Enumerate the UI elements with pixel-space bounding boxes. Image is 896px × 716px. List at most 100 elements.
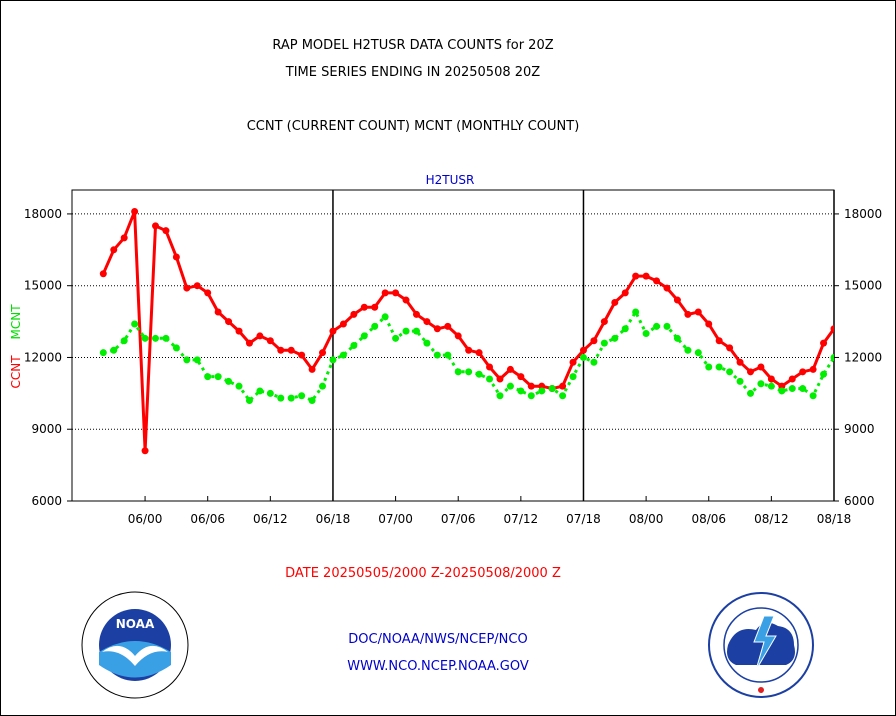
date-range: DATE 20250505/2000 Z-20250508/2000 Z <box>285 566 561 581</box>
data-point-ccnt <box>183 284 191 292</box>
data-point-ccnt <box>746 368 754 376</box>
data-point-ccnt <box>872 232 879 239</box>
nws-logo <box>708 592 814 698</box>
data-point-mcnt <box>339 351 347 359</box>
data-point-ccnt <box>475 349 483 357</box>
data-point-mcnt <box>350 342 358 349</box>
data-point-mcnt <box>590 358 598 366</box>
data-point-ccnt <box>235 327 243 335</box>
data-point-ccnt <box>820 339 828 347</box>
data-point-mcnt <box>538 387 546 395</box>
chart-title: H2TUSR <box>426 173 475 187</box>
data-point-mcnt <box>329 356 337 364</box>
data-point-ccnt <box>204 289 212 297</box>
data-point-mcnt <box>433 351 441 359</box>
legend-description: CCNT (CURRENT COUNT) MCNT (MONTHLY COUNT… <box>246 119 580 134</box>
data-point-mcnt <box>412 327 420 335</box>
data-point-ccnt <box>486 363 494 371</box>
data-point-ccnt <box>339 320 347 328</box>
data-point-mcnt <box>632 308 640 316</box>
data-point-mcnt <box>465 368 473 376</box>
y-tick-label-right: 6000 <box>844 494 875 508</box>
data-point-ccnt <box>538 382 546 390</box>
data-point-ccnt <box>579 346 587 354</box>
data-point-ccnt <box>527 382 535 390</box>
data-point-mcnt <box>579 353 587 361</box>
x-tick-label: 07/12 <box>504 512 539 526</box>
data-point-ccnt <box>465 346 473 354</box>
data-point-mcnt <box>527 392 535 400</box>
data-point-mcnt <box>308 397 316 405</box>
data-point-ccnt <box>433 325 441 333</box>
data-point-ccnt <box>632 272 640 280</box>
data-point-mcnt <box>600 339 608 347</box>
data-point-mcnt <box>204 373 212 381</box>
data-point-mcnt <box>381 313 389 321</box>
data-point-mcnt <box>569 373 577 381</box>
x-tick-label: 06/06 <box>190 512 225 526</box>
data-point-mcnt <box>767 382 775 390</box>
y-tick-label-left: 12000 <box>24 350 62 364</box>
series-line-mcnt <box>102 310 834 402</box>
data-point-mcnt <box>444 351 452 359</box>
x-tick-label: 06/12 <box>253 512 288 526</box>
data-point-mcnt <box>611 334 619 342</box>
data-point-mcnt <box>392 334 400 342</box>
data-point-ccnt <box>225 318 233 326</box>
y-tick-label-right: 12000 <box>844 350 882 364</box>
series-line-ccnt <box>101 210 834 453</box>
data-point-mcnt <box>141 334 149 342</box>
noaa-logo-text: NOAA <box>116 617 155 631</box>
data-point-ccnt <box>444 322 452 330</box>
data-point-mcnt <box>517 387 525 395</box>
data-point-ccnt <box>266 337 274 345</box>
data-point-ccnt <box>350 310 358 318</box>
plot-border <box>71 189 835 502</box>
url-text: WWW.NCO.NCEP.NOAA.GOV <box>347 659 529 674</box>
data-point-mcnt <box>694 349 702 357</box>
x-tick-label: 06/18 <box>316 512 351 526</box>
data-point-mcnt <box>423 339 431 347</box>
data-point-mcnt <box>548 385 556 393</box>
data-point-ccnt <box>559 382 567 390</box>
data-point-ccnt <box>287 346 295 354</box>
y-label-ccnt: CCNT <box>9 355 23 389</box>
data-point-mcnt <box>486 375 494 383</box>
y-tick-label-right: 18000 <box>844 207 882 221</box>
data-point-ccnt <box>506 365 514 373</box>
data-point-ccnt <box>590 337 598 345</box>
data-point-ccnt <box>809 365 817 373</box>
data-point-mcnt <box>559 392 567 400</box>
data-point-mcnt <box>319 382 327 390</box>
data-point-mcnt <box>736 377 744 385</box>
data-point-mcnt <box>162 334 170 342</box>
data-point-mcnt <box>235 382 243 390</box>
data-point-ccnt <box>653 277 661 285</box>
data-point-mcnt <box>862 323 869 330</box>
data-point-ccnt <box>778 382 786 390</box>
data-point-mcnt <box>757 380 765 388</box>
data-point-mcnt <box>402 327 410 335</box>
data-point-mcnt <box>475 370 483 378</box>
data-point-ccnt <box>381 289 389 297</box>
data-point-ccnt <box>214 308 222 316</box>
data-point-mcnt <box>851 337 858 344</box>
data-point-ccnt <box>402 296 410 304</box>
data-point-ccnt <box>715 337 723 345</box>
data-point-ccnt <box>684 310 692 318</box>
data-point-ccnt <box>308 365 316 373</box>
data-point-ccnt <box>694 308 702 316</box>
data-point-ccnt <box>162 227 170 235</box>
data-point-ccnt <box>799 368 807 376</box>
page-title: RAP MODEL H2TUSR DATA COUNTS for 20Z <box>272 38 554 53</box>
x-tick-label: 08/00 <box>629 512 664 526</box>
data-point-mcnt <box>120 337 128 345</box>
data-point-mcnt <box>183 356 191 364</box>
data-point-ccnt <box>600 318 608 326</box>
x-tick-label: 08/12 <box>754 512 789 526</box>
data-point-mcnt <box>256 387 264 395</box>
data-point-mcnt <box>799 385 807 393</box>
data-point-ccnt <box>705 320 713 328</box>
data-point-mcnt <box>872 313 879 320</box>
data-point-mcnt <box>360 332 368 340</box>
